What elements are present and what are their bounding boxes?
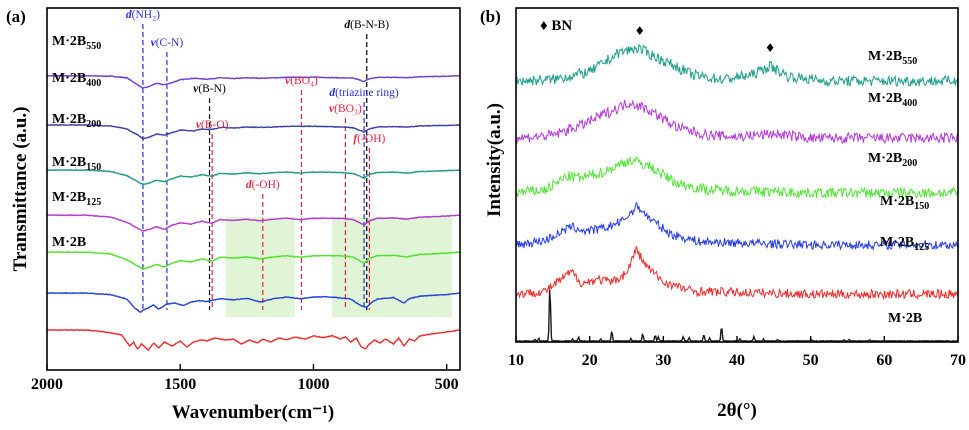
series-label-a-5: M·2B: [52, 235, 86, 250]
ftir-series-2: [46, 168, 461, 186]
bn-legend: ♦ BN: [540, 18, 572, 34]
band-annotation-4: v(B-O): [196, 119, 229, 131]
panel-a: 2000 1500 1000 500 d(NH₂) v(C-N) v(B-N) v(BO₄)…: [6, 7, 461, 423]
series-label-b-2: M·2B200: [868, 151, 917, 169]
x-tick-label-b-6: 70: [950, 352, 966, 369]
ftir-series-6: [46, 328, 460, 352]
series-label-a-3: M·2B150: [52, 155, 101, 173]
xrd-series-3: [515, 201, 959, 252]
x-tick-label-b-2: 30: [655, 352, 671, 369]
band-annotation-3: v(BO₄): [285, 75, 318, 87]
x-tick-label-b-5: 60: [876, 352, 892, 369]
series-label-a-4: M·2B125: [52, 190, 101, 208]
x-axis-label-a: Wavenumber(cm⁻¹): [172, 402, 334, 423]
band-annotation-6: d(triazine ring): [329, 87, 398, 99]
series-label-b-3: M·2B150: [880, 194, 929, 212]
series-label-a-2: M·2B200: [52, 112, 101, 130]
band-annotation-2: v(B-N): [193, 83, 226, 95]
bn-markers: ♦♦: [634, 24, 775, 55]
x-tick-label-b-0: 10: [508, 352, 524, 369]
band-annotation-8: d(-OH): [246, 179, 280, 191]
xrd-series: [515, 43, 959, 343]
panel-label-a: (a): [6, 7, 26, 26]
band-annotations: d(NH₂) v(C-N) v(B-N) v(BO₄) v(B-O) v(BO₃) d(tr…: [126, 9, 399, 191]
highlight-region-1: [332, 217, 453, 317]
band-annotation-1: v(C-N): [151, 37, 184, 49]
bn-marker-1: ♦: [765, 41, 776, 55]
plot-frame-a: [46, 7, 461, 371]
x-ticks-a: 2000 1500 1000 500: [31, 364, 459, 393]
x-tick-label-a-3: 500: [435, 376, 459, 393]
ftir-series-0: [46, 74, 461, 89]
bn-marker-0: ♦: [634, 24, 645, 38]
series-label-b-4: M·2B125: [880, 235, 929, 253]
ftir-series-1: [46, 123, 461, 140]
x-tick-label-b-3: 40: [729, 352, 745, 369]
band-annotation-5: v(BO₃): [329, 103, 362, 115]
xrd-series-2: [515, 155, 959, 199]
x-axis-label-b: 2θ(°): [717, 400, 757, 421]
panel-b: 10 20 30 40 50 60 70 M·2B550M·2B400M·2B200M·2B…: [480, 7, 966, 421]
xrd-series-4: [515, 246, 959, 301]
xrd-series-0: [515, 43, 959, 88]
xrd-series-1: [515, 99, 959, 145]
panel-label-b: (b): [480, 7, 501, 26]
band-annotation-0: d(NH₂): [126, 9, 160, 21]
ftir-series-3: [46, 213, 461, 232]
series-label-b-0: M·2B550: [868, 49, 917, 67]
highlight-region-0: [225, 217, 295, 317]
x-ticks-b: 10 20 30 40 50 60 70: [508, 336, 966, 369]
series-label-b-5: M·2B: [888, 311, 922, 326]
series-label-b-1: M·2B400: [868, 91, 917, 109]
band-annotation-7: d(B-N-B): [344, 19, 389, 31]
x-tick-label-a-1: 1500: [164, 376, 196, 393]
series-labels-b: M·2B550 M·2B400 M·2B200 M·2B150 M·2B125 M·2B: [868, 49, 929, 326]
x-tick-label-b-1: 20: [582, 352, 598, 369]
ftir-series-4: [46, 250, 460, 271]
ftir-series-5: [46, 291, 461, 313]
y-axis-label-a: Transmittance (a.u.): [10, 107, 31, 272]
ftir-series: [46, 74, 461, 352]
series-label-a-0: M·2B550: [52, 34, 101, 52]
band-annotation-9: f(-OH): [353, 133, 385, 145]
x-tick-label-a-2: 1000: [297, 376, 329, 393]
y-axis-label-b: Intensity(a.u.): [484, 103, 505, 217]
series-label-a-1: M·2B400: [52, 71, 101, 89]
series-labels-a: M·2B550 M·2B400 M·2B200 M·2B150 M·2B125 M·2B: [52, 34, 101, 250]
x-tick-label-a-0: 2000: [31, 376, 63, 393]
x-tick-label-b-4: 50: [803, 352, 819, 369]
